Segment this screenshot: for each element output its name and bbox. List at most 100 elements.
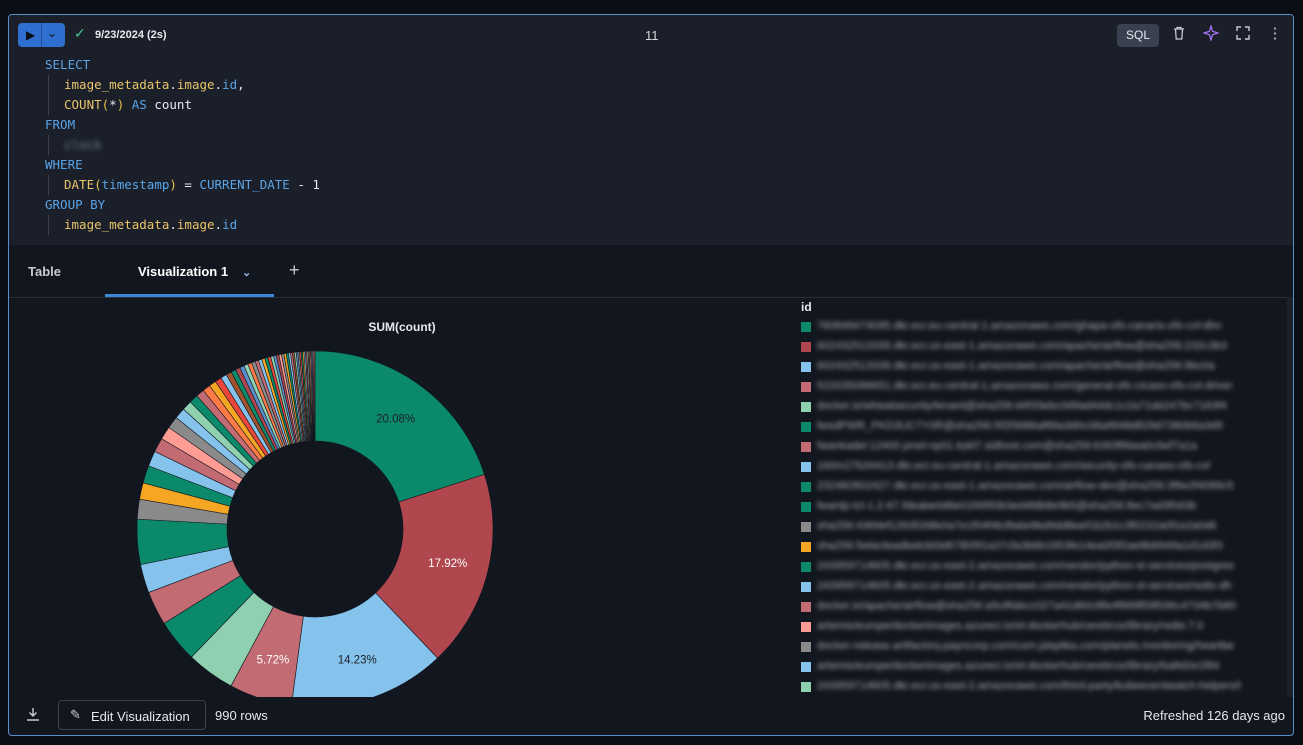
tab-table[interactable]: Table (28, 264, 61, 279)
code-line[interactable]: image_metadata.image.id (45, 215, 320, 235)
cell-toolbar: ▶ ⌄ ✓ 9/23/2024 (2s) 11 SQL ⋮ (9, 15, 1293, 55)
legend-label: 232482802427.dkr.ecr.us-east-1.amazonaws… (817, 480, 1234, 492)
add-tab-button[interactable]: + (289, 260, 300, 280)
pie-chart[interactable]: SUM(count) 20.08% 17.92% 14.23% 5.72% (9, 297, 789, 708)
tab-visualization[interactable]: Visualization 1 (138, 264, 229, 279)
code-token: . (169, 77, 177, 92)
result-footer: ✎ Edit Visualization 990 rows Refreshed … (9, 699, 1293, 735)
notebook-cell: ▶ ⌄ ✓ 9/23/2024 (2s) 11 SQL ⋮ SELECT imag… (8, 14, 1294, 736)
legend-item[interactable]: 160m27b34413.dkr.ecr.eu-central-1.amazon… (799, 457, 1289, 477)
play-icon[interactable]: ▶ (26, 28, 36, 42)
code-token: image_metadata (64, 217, 170, 232)
code-token: timestamp (101, 177, 170, 192)
run-button-divider (41, 23, 42, 47)
legend-swatch (801, 382, 811, 392)
legend-item[interactable]: 243959714605.dkr.ecr.us-east-2.amazonaws… (799, 577, 1289, 597)
legend-swatch (801, 322, 811, 332)
legend-item[interactable]: sha256:4369ef1393f1fdfe0a7e1f04f4b3fa6e9… (799, 517, 1289, 537)
legend-swatch (801, 602, 811, 612)
legend-item[interactable]: 602432513339.dkr.ecr.us-east-1.amazonaws… (799, 337, 1289, 357)
legend-item[interactable]: docker.io/apache/airflow@sha256:a5c8fabc… (799, 597, 1289, 617)
result-tabs: Table Visualization 1 ⌄ + (9, 245, 1293, 298)
code-line[interactable]: clock (45, 135, 320, 155)
sql-editor[interactable]: ▶ ⌄ ✓ 9/23/2024 (2s) 11 SQL ⋮ SELECT imag… (9, 15, 1293, 246)
chevron-down-icon[interactable]: ⌄ (242, 267, 252, 279)
code-token: = (176, 177, 200, 192)
legend-item[interactable]: 602432513339.dkr.ecr.us-east-1.amazonaws… (799, 357, 1289, 377)
code-token: . (214, 217, 223, 232)
legend-item[interactable]: 243959714605.dkr.ecr.us-east-2.amazonaws… (799, 677, 1289, 697)
legend-label: 602432513339.dkr.ecr.us-east-1.amazonaws… (817, 340, 1227, 352)
legend-swatch (801, 622, 811, 632)
legend-item[interactable]: 243959714605.dkr.ecr.us-east-2.amazonaws… (799, 557, 1289, 577)
code-line[interactable]: COUNT(*) AS count (45, 95, 320, 115)
code-line[interactable]: WHERE (45, 155, 320, 175)
legend-label: artemis/europe/dockerimages.azurecr.io/e… (817, 620, 1204, 632)
pie-slice[interactable] (313, 350, 316, 442)
legend-swatch (801, 422, 811, 432)
visualization-panel: SUM(count) 20.08% 17.92% 14.23% 5.72% id 76… (9, 297, 1293, 708)
legend-item[interactable]: fwsdPWR_PKD3UC7Y0R@sha256:5f2f3686af89a3… (799, 417, 1289, 437)
legend-label: fwankadel:12400.prod-np01.kykl7.sidhost.… (817, 440, 1197, 452)
cell-number: 11 (645, 28, 659, 43)
legend-item[interactable]: sha256:5ebe3eadbeb3d3d67805f1a37cfa3b6b1… (799, 537, 1289, 557)
pencil-icon: ✎ (70, 707, 81, 722)
legend-title: id (801, 300, 812, 314)
legend-item[interactable]: docker.io/wheatsecurity/tenant@sha256:d4… (799, 397, 1289, 417)
code-token: ) (116, 97, 125, 112)
code-token: image_metadata (64, 77, 170, 92)
code-token: GROUP BY (45, 197, 106, 212)
legend-swatch (801, 522, 811, 532)
code-token: CURRENT_DATE (199, 177, 290, 192)
legend-item[interactable]: 522035096651.dkr.ecr.eu-central-1.amazon… (799, 377, 1289, 397)
language-badge[interactable]: SQL (1117, 24, 1159, 47)
legend-scrollbar[interactable] (1287, 297, 1293, 697)
code-token: COUNT (64, 97, 102, 112)
legend-label: artemis/europe/dockerimages.azurecr.io/e… (817, 660, 1220, 672)
code-token: ( (94, 177, 102, 192)
sql-code[interactable]: SELECT image_metadata.image.id, COUNT(*) A… (45, 55, 320, 235)
edit-visualization-button[interactable]: ✎ Edit Visualization (58, 700, 206, 730)
chevron-down-icon[interactable]: ⌄ (47, 26, 58, 40)
code-line[interactable]: SELECT (45, 55, 320, 75)
legend-item[interactable]: 232482802427.dkr.ecr.us-east-1.amazonaws… (799, 477, 1289, 497)
code-line[interactable]: DATE(timestamp) = CURRENT_DATE - 1 (45, 175, 320, 195)
legend-label: 160m27b34413.dkr.ecr.eu-central-1.amazon… (817, 460, 1211, 472)
pie-slice[interactable] (314, 350, 485, 503)
legend-item[interactable]: fwankadel:12400.prod-np01.kykl7.sidhost.… (799, 437, 1289, 457)
legend-label: docker.io/apache/airflow@sha256:a5c8fabc… (817, 600, 1237, 612)
slice-label: 17.92% (428, 558, 467, 570)
legend-label: 522035096651.dkr.ecr.eu-central-1.amazon… (817, 380, 1233, 392)
sparkle-icon[interactable] (1201, 23, 1221, 43)
check-icon: ✓ (74, 25, 86, 41)
legend-swatch (801, 462, 811, 472)
download-icon[interactable] (24, 706, 42, 724)
code-token: ) (169, 177, 177, 192)
legend-item[interactable]: artemis/europe/dockerimages.azurecr.io/e… (799, 617, 1289, 637)
legend-item[interactable]: 760849474095.dkr.ecr.eu-central-1.amazon… (799, 317, 1289, 337)
pie-slice[interactable] (375, 473, 494, 659)
indent-guide (48, 175, 64, 195)
legend-item[interactable]: artemis/europe/dockerimages.azurecr.io/e… (799, 657, 1289, 677)
legend-item[interactable]: fwantp-tcl-1.2-67.fdeabe0d6e01f4950b3ed4… (799, 497, 1289, 517)
refreshed-timestamp: Refreshed 126 days ago (1143, 708, 1285, 723)
code-line[interactable]: FROM (45, 115, 320, 135)
code-token: SELECT (45, 57, 91, 72)
legend-label: 243959714605.dkr.ecr.us-east-2.amazonaws… (817, 560, 1235, 572)
legend-label: sha256:4369ef1393f1fdfe0a7e1f04f4b3fa6e9… (817, 520, 1217, 532)
legend-label: 602432513339.dkr.ecr.us-east-1.amazonaws… (817, 360, 1215, 372)
more-vertical-icon[interactable]: ⋮ (1267, 25, 1283, 42)
code-line[interactable]: GROUP BY (45, 195, 320, 215)
trash-icon[interactable] (1170, 25, 1188, 43)
legend-label: sha256:5ebe3eadbeb3d3d67805f1a37cfa3b6b1… (817, 540, 1223, 552)
legend-label: fwantp-tcl-1.2-67.fdeabe0d6e01f4950b3ed4… (817, 500, 1197, 512)
code-token: ( (101, 97, 110, 112)
indent-guide (48, 135, 64, 155)
legend-swatch (801, 642, 811, 652)
code-token: , (237, 77, 245, 92)
fullscreen-icon[interactable] (1234, 25, 1252, 43)
run-button[interactable]: ▶ ⌄ (18, 23, 65, 47)
legend-swatch (801, 402, 811, 412)
legend-item[interactable]: docker-release.artifactory.payncorp.com/… (799, 637, 1289, 657)
code-line[interactable]: image_metadata.image.id, (45, 75, 320, 95)
